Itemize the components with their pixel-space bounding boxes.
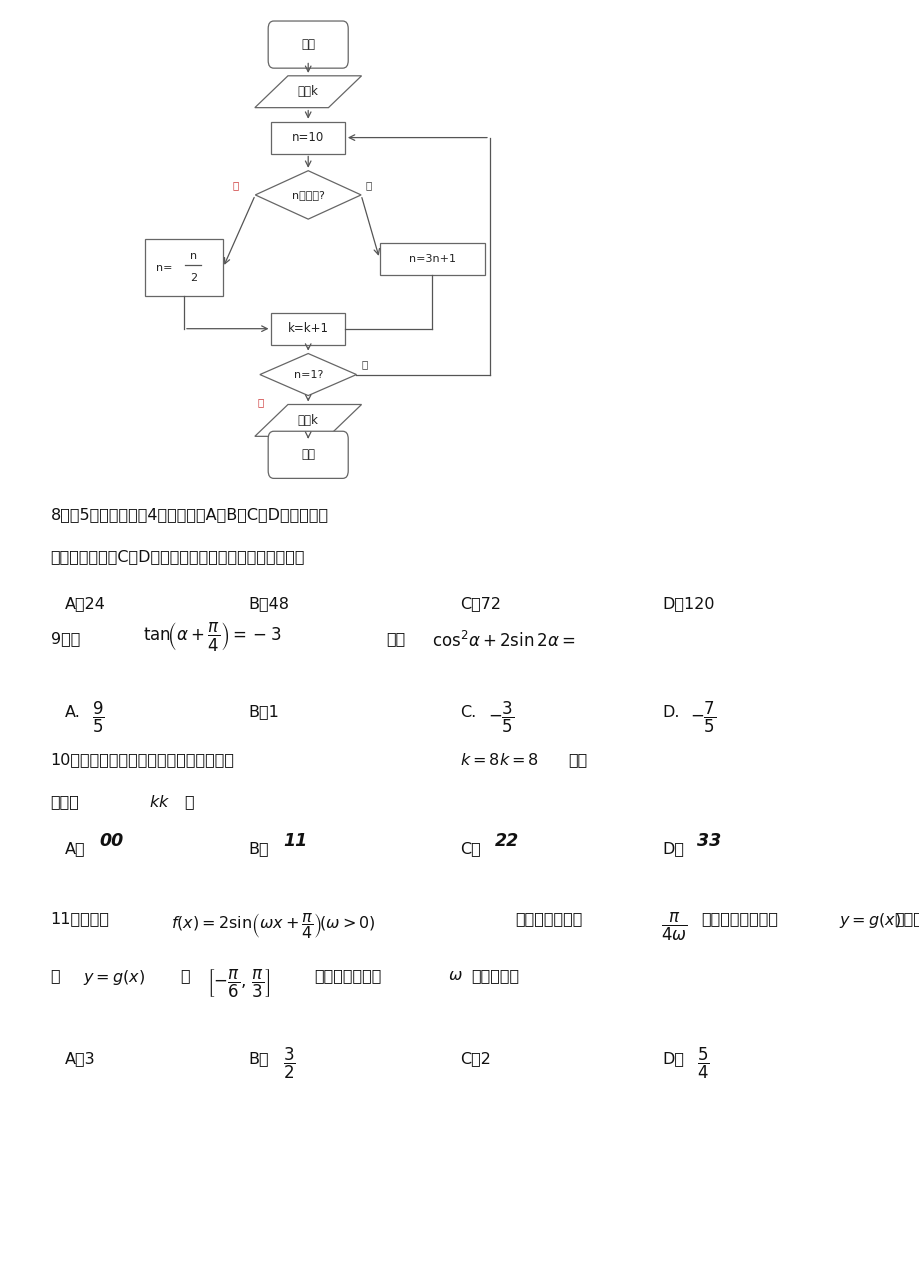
Polygon shape (260, 353, 357, 395)
Text: 结束: 结束 (301, 448, 315, 461)
Text: 11．将函数: 11．将函数 (51, 911, 109, 926)
Text: 其中甲不能参加C，D两科竞赛，则不同的参赛方案种数为: 其中甲不能参加C，D两科竞赛，则不同的参赛方案种数为 (51, 549, 305, 564)
Text: 11: 11 (283, 832, 307, 850)
Text: $\left[-\dfrac{\pi}{6},\,\dfrac{\pi}{3}\right]$: $\left[-\dfrac{\pi}{6},\,\dfrac{\pi}{3}\… (207, 968, 270, 1000)
Text: B．1: B．1 (248, 705, 279, 720)
Text: 的图象向右平移: 的图象向右平移 (515, 911, 582, 926)
Text: 若: 若 (51, 968, 60, 984)
Text: D．: D． (662, 841, 684, 856)
Text: 10．执行如图所示的程序框图，若输出的: 10．执行如图所示的程序框图，若输出的 (51, 752, 234, 767)
Text: n=1?: n=1? (293, 369, 323, 380)
Text: ，则: ，则 (386, 631, 405, 646)
Text: n: n (189, 251, 197, 261)
Text: C．72: C．72 (460, 596, 501, 612)
Text: A．3: A．3 (64, 1051, 95, 1066)
Text: 输入k: 输入k (298, 85, 318, 98)
Polygon shape (255, 171, 361, 219)
Text: 为: 为 (184, 794, 193, 809)
Text: $\dfrac{\pi}{4\omega}$: $\dfrac{\pi}{4\omega}$ (660, 911, 686, 943)
Text: k=k+1: k=k+1 (288, 322, 328, 335)
Text: A．: A． (64, 841, 85, 856)
Text: n=10: n=10 (291, 131, 324, 144)
Text: C．: C． (460, 841, 481, 856)
Text: $kk$: $kk$ (149, 794, 170, 810)
Text: 9．若: 9．若 (51, 631, 80, 646)
FancyBboxPatch shape (268, 431, 348, 478)
Text: 00: 00 (99, 832, 123, 850)
Text: B．48: B．48 (248, 596, 289, 612)
Text: $\mathrm{tan}\!\left(\alpha+\dfrac{\pi}{4}\right)=-3$: $\mathrm{tan}\!\left(\alpha+\dfrac{\pi}{… (142, 620, 280, 654)
Text: 个单位，得到函数: 个单位，得到函数 (700, 911, 777, 926)
Text: B．: B． (248, 1051, 268, 1066)
Text: 输入的: 输入的 (51, 794, 79, 809)
Text: C.: C. (460, 705, 476, 720)
Text: 否: 否 (366, 180, 371, 190)
Text: $k=8k=8$: $k=8k=8$ (460, 752, 539, 768)
Text: $\dfrac{9}{5}$: $\dfrac{9}{5}$ (92, 699, 105, 735)
Text: 在: 在 (180, 968, 189, 984)
Text: D．: D． (662, 1051, 684, 1066)
FancyBboxPatch shape (268, 20, 348, 68)
FancyBboxPatch shape (145, 238, 223, 296)
Text: 是: 是 (233, 180, 238, 190)
Text: $-\dfrac{7}{5}$: $-\dfrac{7}{5}$ (689, 699, 716, 735)
Text: $y=g(x)$: $y=g(x)$ (83, 968, 145, 987)
Text: 33: 33 (697, 832, 720, 850)
Text: D．120: D．120 (662, 596, 714, 612)
FancyBboxPatch shape (271, 312, 345, 344)
Text: $\omega$: $\omega$ (448, 968, 462, 984)
Text: 输出k: 输出k (298, 414, 318, 427)
Text: ，则: ，则 (568, 752, 587, 767)
Text: n=3n+1: n=3n+1 (408, 254, 456, 264)
Polygon shape (255, 405, 361, 436)
Text: 上为增函数，则: 上为增函数，则 (314, 968, 381, 984)
Text: 8．从5名学生中选出4名分别参加A，B，C，D四科竞赛，: 8．从5名学生中选出4名分别参加A，B，C，D四科竞赛， (51, 507, 328, 522)
Text: A.: A. (64, 705, 80, 720)
Text: 2: 2 (189, 273, 197, 283)
Text: D.: D. (662, 705, 679, 720)
Text: n为偶数?: n为偶数? (291, 190, 324, 200)
Text: 22: 22 (494, 832, 518, 850)
FancyBboxPatch shape (271, 121, 345, 153)
Text: n=: n= (156, 262, 173, 273)
Text: C．2: C．2 (460, 1051, 491, 1066)
Text: $-\dfrac{3}{5}$: $-\dfrac{3}{5}$ (487, 699, 514, 735)
Text: $\cos^2\!\alpha+2\sin 2\alpha=$: $\cos^2\!\alpha+2\sin 2\alpha=$ (432, 631, 575, 651)
Text: 的最大值为: 的最大值为 (471, 968, 518, 984)
Text: $\dfrac{3}{2}$: $\dfrac{3}{2}$ (283, 1046, 296, 1082)
Text: $\dfrac{5}{4}$: $\dfrac{5}{4}$ (697, 1046, 709, 1082)
Text: 的图象，: 的图象， (893, 911, 919, 926)
Polygon shape (255, 75, 361, 107)
Text: B．: B． (248, 841, 268, 856)
FancyBboxPatch shape (380, 242, 485, 274)
Text: 否: 否 (361, 359, 367, 369)
Text: $y=g(x)$: $y=g(x)$ (838, 911, 901, 930)
Text: $f(x)=2\sin\!\left(\omega x+\dfrac{\pi}{4}\right)\!(\omega>0)$: $f(x)=2\sin\!\left(\omega x+\dfrac{\pi}{… (171, 911, 376, 941)
Text: 是: 是 (257, 397, 264, 406)
Text: A．24: A．24 (64, 596, 105, 612)
Text: 开始: 开始 (301, 38, 315, 51)
